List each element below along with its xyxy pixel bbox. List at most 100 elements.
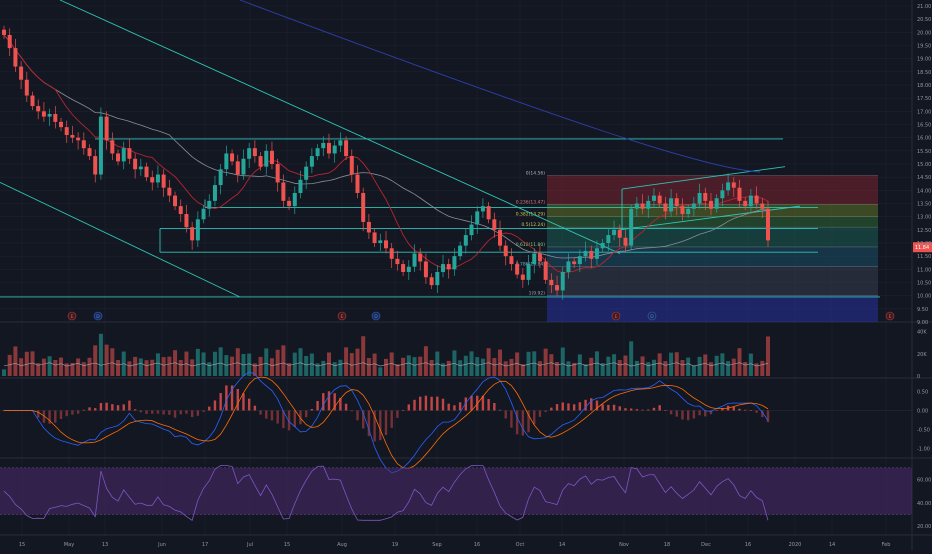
volume-bar: [640, 356, 645, 376]
volume-bar: [133, 356, 138, 376]
volume-bar: [281, 345, 286, 376]
candle-body: [731, 182, 736, 188]
macd-histogram-bar: [65, 410, 68, 417]
volume-bar: [144, 360, 149, 376]
candle-body: [760, 203, 765, 209]
macd-histogram-bar: [481, 395, 485, 411]
candle-body: [212, 185, 217, 201]
volume-bar: [543, 348, 548, 376]
macd-histogram-bar: [105, 402, 108, 411]
macd-histogram-bar: [538, 410, 542, 417]
volume-bar: [190, 359, 195, 376]
macd-histogram-bar: [213, 400, 217, 411]
time-tick-label: 14: [829, 542, 835, 548]
volume-bar: [680, 360, 685, 376]
candle-body: [241, 158, 246, 175]
candle-body: [366, 221, 371, 233]
macd-histogram-bar: [333, 393, 336, 411]
macd-histogram-bar: [464, 397, 468, 411]
macd-histogram-bar: [595, 400, 599, 411]
candle-body: [144, 166, 149, 178]
time-tick-label: Oct: [516, 542, 525, 548]
candle-body: [30, 95, 35, 107]
volume-bar: [81, 362, 86, 376]
macd-histogram-bar: [476, 395, 479, 411]
candle-body: [361, 192, 366, 222]
earnings-marker-icon: [611, 311, 621, 321]
candle-body: [606, 235, 611, 243]
time-tick-label: 19: [392, 542, 398, 548]
event-marker-label: D: [374, 314, 378, 320]
candle-body: [406, 266, 411, 272]
candle-body: [161, 174, 166, 188]
macd-histogram-bar: [664, 410, 667, 411]
volume-bar: [344, 347, 349, 376]
candle-body: [87, 148, 92, 157]
volume-bar: [560, 347, 565, 376]
macd-tick-label: -1.00: [917, 446, 930, 452]
volume-bar: [13, 346, 18, 376]
macd-histogram-bar: [681, 410, 684, 420]
macd-histogram-bar: [76, 410, 80, 414]
candle-body: [395, 258, 400, 265]
volume-bar: [646, 362, 651, 376]
candle-body: [583, 250, 588, 257]
signal-line: [4, 376, 769, 469]
candle-body: [230, 153, 235, 162]
macd-histogram-bar: [704, 410, 707, 417]
volume-bar: [566, 361, 571, 376]
candle-body: [298, 179, 303, 193]
macd-histogram-bar: [310, 409, 314, 411]
candle-body: [235, 161, 240, 175]
candle-body: [13, 48, 18, 67]
price-tick-label: 18.50: [917, 70, 931, 76]
macd-histogram-bar: [208, 406, 211, 411]
volume-bar: [458, 360, 463, 376]
volume-bar: [446, 360, 451, 376]
volume-bar: [195, 348, 200, 376]
macd-histogram-bar: [453, 405, 456, 411]
macd-histogram-bar: [304, 410, 308, 418]
fib-zone: [547, 175, 878, 205]
macd-histogram-bar: [413, 399, 416, 411]
rising-wedge-upper: [621, 166, 786, 190]
price-tick-label: 16.00: [917, 136, 931, 142]
volume-bar: [7, 354, 12, 376]
macd-histogram-bar: [42, 410, 46, 423]
volume-tick-label: 20K: [917, 352, 927, 358]
macd-histogram-bar: [133, 409, 137, 411]
volume-bar: [315, 363, 320, 376]
candle-body: [526, 264, 531, 280]
macd-histogram-bar: [94, 408, 97, 411]
candle-body: [743, 200, 748, 207]
candle-body: [691, 203, 696, 209]
volume-bar: [766, 336, 770, 376]
volume-bar: [703, 354, 708, 376]
volume-bar: [669, 352, 674, 376]
time-tick-label: 16: [474, 542, 480, 548]
dividend-marker-icon: [93, 311, 103, 321]
candlesticks: [2, 25, 770, 300]
candle-body: [401, 264, 406, 272]
candle-body: [264, 150, 269, 167]
time-tick-label: Jul: [246, 542, 253, 548]
candle-body: [520, 274, 525, 280]
volume-bar: [492, 358, 497, 376]
volume-bar: [731, 358, 736, 376]
macd-histogram-bar: [652, 407, 656, 411]
volume-bar: [218, 347, 223, 376]
candle-body: [617, 229, 622, 238]
macd-tick-label: -0.50: [917, 427, 930, 433]
macd-histogram-bar: [390, 410, 393, 428]
volume-bar: [697, 356, 702, 376]
candle-body: [64, 127, 69, 136]
candle-body: [269, 150, 274, 164]
macd-histogram-bar: [316, 400, 319, 411]
volume-bar: [406, 355, 411, 376]
candle-body: [441, 264, 446, 272]
macd-histogram-bar: [544, 410, 547, 413]
candle-body: [372, 232, 377, 243]
macd-histogram-bar: [584, 399, 587, 411]
